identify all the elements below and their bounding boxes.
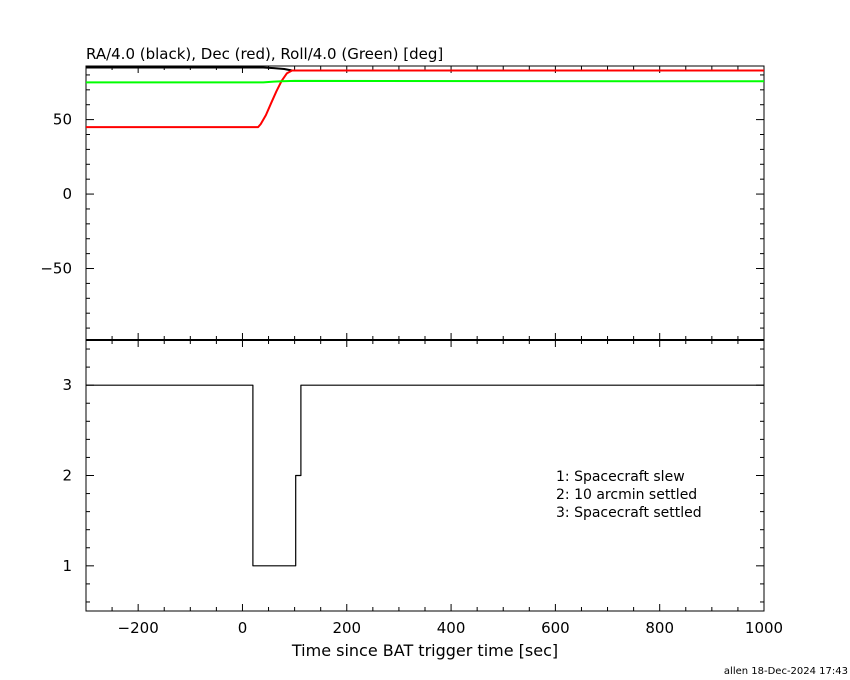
bottom-x-tick-label: 0 bbox=[238, 619, 248, 637]
legend-annotations: 1: Spacecraft slew 2: 10 arcmin settled … bbox=[556, 469, 702, 521]
bottom-x-tick-label: 600 bbox=[541, 619, 570, 637]
annotation-mode-1: 1: Spacecraft slew bbox=[556, 469, 685, 485]
top-series-dec-line bbox=[86, 69, 764, 129]
bottom-y-tick-label: 3 bbox=[62, 376, 72, 394]
bottom-x-tick-label: 1000 bbox=[745, 619, 783, 637]
top-panel-title: RA/4.0 (black), Dec (red), Roll/4.0 (Gre… bbox=[86, 45, 443, 63]
annotation-mode-2: 2: 10 arcmin settled bbox=[556, 487, 697, 503]
bottom-x-tick-label: 400 bbox=[437, 619, 466, 637]
x-axis-label: Time since BAT trigger time [sec] bbox=[291, 641, 558, 660]
footer-stamp: allen 18-Dec-2024 17:43 bbox=[724, 666, 848, 677]
top-plot-frame bbox=[85, 65, 765, 341]
bottom-x-tick-label: −200 bbox=[118, 619, 159, 637]
top-y-tick-label: −50 bbox=[40, 260, 72, 278]
top-series-roll-4-0-line bbox=[86, 79, 765, 84]
bottom-y-tick-label: 2 bbox=[62, 467, 72, 485]
bottom-y-tick-label: 1 bbox=[62, 557, 72, 575]
bottom-x-tick-label: 200 bbox=[332, 619, 361, 637]
bottom-series-mode-line bbox=[86, 384, 764, 567]
bottom-x-tick-label: 800 bbox=[645, 619, 674, 637]
top-y-tick-label: 0 bbox=[62, 185, 72, 203]
top-y-tick-label: 50 bbox=[53, 111, 72, 129]
annotation-mode-3: 3: Spacecraft settled bbox=[556, 505, 702, 521]
top-panel: −50 0 50 bbox=[40, 65, 765, 341]
